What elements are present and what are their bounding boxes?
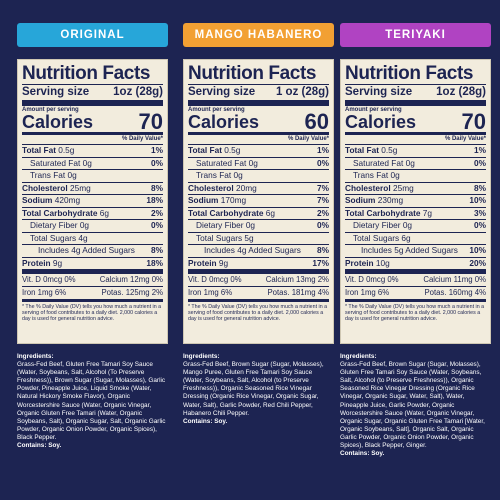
trans-fat-row: Trans Fat 0g: [188, 170, 329, 183]
footnote: * The % Daily Value (DV) tells you how m…: [345, 304, 485, 323]
serving-size-row: Serving size 1oz (28g): [345, 86, 486, 98]
ingredients-label: Ingredients:: [17, 353, 54, 360]
nutrition-title: Nutrition Facts: [188, 63, 317, 84]
vitamin-row: Vit. D 0mcg 0% Calcium 12mg 0%: [22, 274, 163, 287]
nutrition-title: Nutrition Facts: [345, 63, 474, 84]
mineral-row: Iron 1mg 6% Potas. 181mg 4%: [188, 287, 329, 302]
ingredients-label: Ingredients:: [340, 353, 377, 360]
saturated-fat-row: Saturated Fat 0g 0%: [22, 158, 163, 170]
amount-per-serving: Amount per serving: [22, 107, 79, 113]
column-teriyaki: TERIYAKI Nutrition Facts Serving size 1oz…: [340, 0, 491, 458]
fiber-row: Dietary Fiber 0g 0%: [22, 220, 163, 233]
carbohydrate-row: Total Carbohydrate 6g 2%: [22, 208, 163, 220]
amount-per-serving: Amount per serving: [188, 107, 245, 113]
sodium-row: Sodium 420mg 18%: [22, 195, 163, 208]
sugars-row: Total Sugars 4g: [22, 233, 163, 245]
sodium-row: Sodium 230mg 10%: [345, 195, 486, 208]
nutrition-title: Nutrition Facts: [22, 63, 151, 84]
calories-row: Calories 70: [22, 109, 163, 134]
footnote: * The % Daily Value (DV) tells you how m…: [188, 304, 328, 323]
fiber-row: Dietary Fiber 0g 0%: [188, 220, 329, 233]
nutrition-panel: Nutrition Facts Serving size 1oz (28g) Am…: [17, 59, 168, 344]
calories-row: Calories 60: [188, 109, 329, 134]
ingredients-text: Grass-Fed Beef, Brown Sugar (Sugar, Mola…: [183, 361, 324, 417]
cholesterol-row: Cholesterol 25mg 8%: [345, 183, 486, 195]
column-original: ORIGINAL Nutrition Facts Serving size 1oz…: [17, 0, 168, 450]
daily-value-header: % Daily Value*: [188, 135, 329, 145]
carbohydrate-row: Total Carbohydrate 7g 3%: [345, 208, 486, 220]
added-sugars-row: Includes 4g Added Sugars 8%: [22, 245, 163, 258]
sugars-row: Total Sugars 5g: [188, 233, 329, 245]
cholesterol-row: Cholesterol 20mg 7%: [188, 183, 329, 195]
fiber-row: Dietary Fiber 0g 0%: [345, 220, 486, 233]
protein-row: Protein 9g 17%: [188, 258, 329, 274]
nutrition-panel: Nutrition Facts Serving size 1 oz (28g) A…: [183, 59, 334, 344]
mineral-row: Iron 1mg 6% Potas. 125mg 2%: [22, 287, 163, 302]
flavor-label: TERIYAKI: [340, 23, 491, 47]
added-sugars-row: Includes 4g Added Sugars 8%: [188, 245, 329, 258]
sodium-row: Sodium 170mg 7%: [188, 195, 329, 208]
contains-text: Contains: Soy.: [17, 442, 62, 450]
contains-text: Contains: Soy.: [183, 417, 228, 425]
amount-per-serving: Amount per serving: [345, 107, 402, 113]
added-sugars-row: Includes 5g Added Sugars 10%: [345, 245, 486, 258]
daily-value-header: % Daily Value*: [22, 135, 163, 145]
carbohydrate-row: Total Carbohydrate 6g 2%: [188, 208, 329, 220]
flavor-label: ORIGINAL: [17, 23, 168, 47]
mineral-row: Iron 1mg 6% Potas. 160mg 4%: [345, 287, 486, 302]
cholesterol-row: Cholesterol 25mg 8%: [22, 183, 163, 195]
nutrition-panel: Nutrition Facts Serving size 1oz (28g) Am…: [340, 59, 491, 344]
sugars-row: Total Sugars 6g: [345, 233, 486, 245]
trans-fat-row: Trans Fat 0g: [345, 170, 486, 183]
vitamin-row: Vit. D 0mcg 0% Calcium 11mg 0%: [345, 274, 486, 287]
saturated-fat-row: Saturated Fat 0g 0%: [345, 158, 486, 170]
ingredients-text: Grass-Fed Beef, Brown Sugar (Sugar, Mola…: [340, 361, 485, 450]
trans-fat-row: Trans Fat 0g: [22, 170, 163, 183]
saturated-fat-row: Saturated Fat 0g 0%: [188, 158, 329, 170]
total-fat-row: Total Fat 0.5g 1%: [345, 145, 486, 158]
flavor-label: MANGO HABANERO: [183, 23, 334, 47]
ingredients-block: Ingredients: Grass-Fed Beef, Brown Sugar…: [340, 353, 491, 458]
calories-row: Calories 70: [345, 109, 486, 134]
contains-text: Contains: Soy.: [340, 450, 385, 458]
daily-value-header: % Daily Value*: [345, 135, 486, 145]
serving-size-row: Serving size 1 oz (28g): [188, 86, 329, 98]
protein-row: Protein 9g 18%: [22, 258, 163, 274]
ingredients-text: Grass-Fed Beef, Gluten Free Tamari Soy S…: [17, 361, 166, 441]
footnote: * The % Daily Value (DV) tells you how m…: [22, 304, 162, 323]
protein-row: Protein 10g 20%: [345, 258, 486, 274]
total-fat-row: Total Fat 0.5g 1%: [188, 145, 329, 158]
total-fat-row: Total Fat 0.5g 1%: [22, 145, 163, 158]
ingredients-label: Ingredients:: [183, 353, 220, 360]
ingredients-block: Ingredients: Grass-Fed Beef, Gluten Free…: [17, 353, 168, 450]
ingredients-block: Ingredients: Grass-Fed Beef, Brown Sugar…: [183, 353, 334, 426]
column-mango-habanero: MANGO HABANERO Nutrition Facts Serving s…: [183, 0, 334, 426]
serving-size-row: Serving size 1oz (28g): [22, 86, 163, 98]
vitamin-row: Vit. D 0mcg 0% Calcium 13mg 2%: [188, 274, 329, 287]
